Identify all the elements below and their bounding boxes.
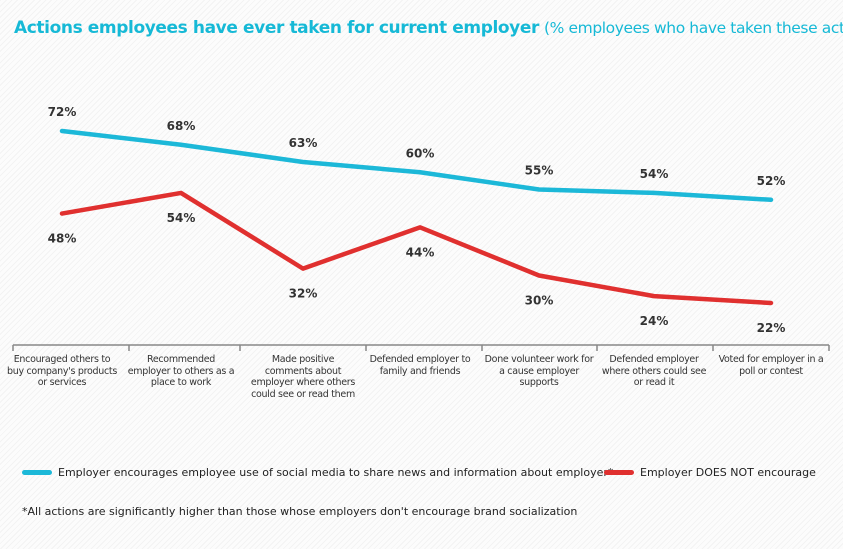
series-encourages-line <box>59 128 774 203</box>
data-label: 54% <box>167 211 196 225</box>
x-tick-label: Recommended employer to others as a plac… <box>127 354 235 388</box>
data-label: 60% <box>406 146 435 160</box>
series-not-encourage-line <box>59 190 774 306</box>
x-tick-label: Voted for employer in a poll or contest <box>718 354 824 377</box>
legend-swatch-blue <box>22 470 52 475</box>
data-label: 24% <box>640 314 669 328</box>
x-tick-label: Defended employer to family and friends <box>369 354 471 377</box>
x-tick-label: Defended employer where others could see… <box>601 354 707 388</box>
data-label: 55% <box>525 163 554 177</box>
data-label: 52% <box>757 174 786 188</box>
data-label: 22% <box>757 321 786 335</box>
data-label: 32% <box>289 287 318 301</box>
legend-label: Employer encourages employee use of soci… <box>58 466 614 479</box>
data-label: 63% <box>289 136 318 150</box>
title-subtitle: (% employees who have taken these action… <box>543 19 843 37</box>
footnote: *All actions are significantly higher th… <box>22 505 578 518</box>
data-label: 54% <box>640 167 669 181</box>
data-label: 44% <box>406 245 435 259</box>
x-tick-label: Encouraged others to buy company's produ… <box>7 354 117 388</box>
data-label: 48% <box>48 232 77 246</box>
legend-label: Employer DOES NOT encourage <box>640 466 816 479</box>
title-main: Actions employees have ever taken for cu… <box>14 18 539 38</box>
data-label: 68% <box>167 119 196 133</box>
data-label: 30% <box>525 293 554 307</box>
legend-item-encourages: Employer encourages employee use of soci… <box>22 466 613 479</box>
x-tick-label: Made positive comments about employer wh… <box>250 354 356 400</box>
data-label: 72% <box>48 105 77 119</box>
legend-swatch-red <box>604 470 634 475</box>
x-tick-label: Done volunteer work for a cause employer… <box>484 354 594 388</box>
legend-item-not-encourage: Employer DOES NOT encourage <box>604 466 816 479</box>
chart-title: Actions employees have ever taken for cu… <box>14 18 843 38</box>
